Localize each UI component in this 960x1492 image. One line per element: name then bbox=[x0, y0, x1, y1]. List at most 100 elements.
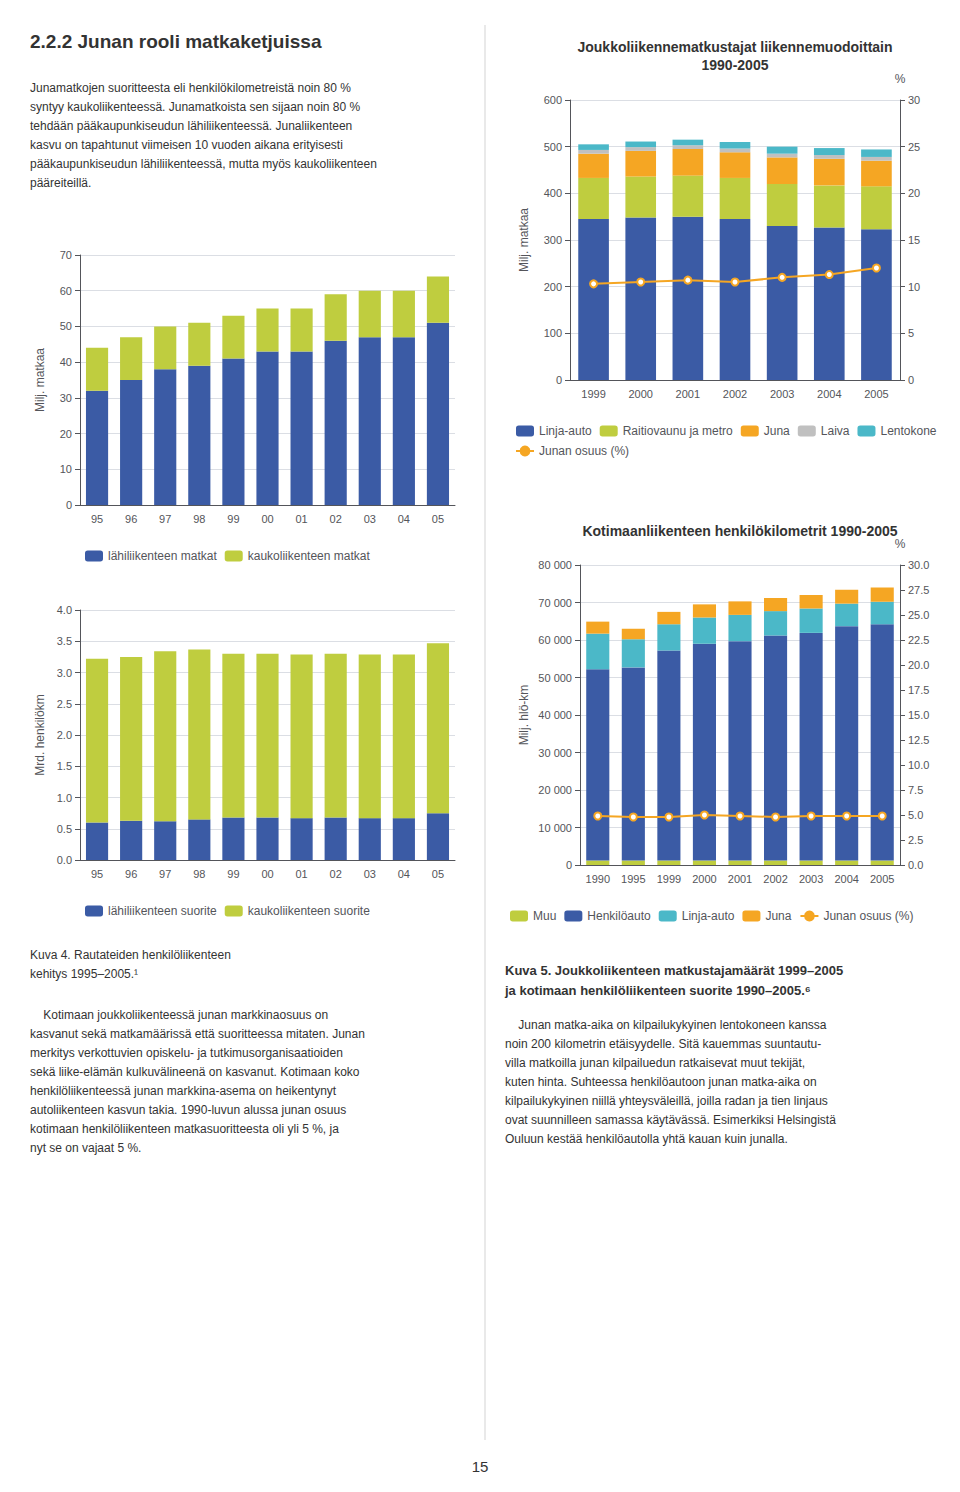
svg-text:30: 30 bbox=[908, 94, 920, 106]
svg-text:ovat suunnilleen samassa käytä: ovat suunnilleen samassa käytävässä. Esi… bbox=[505, 1113, 836, 1127]
svg-text:400: 400 bbox=[544, 187, 562, 199]
svg-text:Mrd. henkilökm: Mrd. henkilökm bbox=[33, 694, 47, 775]
svg-text:04: 04 bbox=[398, 868, 410, 880]
svg-text:50: 50 bbox=[60, 320, 72, 332]
svg-text:98: 98 bbox=[193, 513, 205, 525]
svg-text:2002: 2002 bbox=[723, 388, 747, 400]
svg-text:99: 99 bbox=[227, 868, 239, 880]
svg-text:05: 05 bbox=[432, 868, 444, 880]
svg-text:Junamatkojen suoritteesta eli: Junamatkojen suoritteesta eli henkilökil… bbox=[30, 81, 351, 95]
svg-text:1.0: 1.0 bbox=[57, 792, 72, 804]
svg-text:97: 97 bbox=[159, 868, 171, 880]
svg-text:17.5: 17.5 bbox=[908, 684, 929, 696]
svg-text:kaukoliikenteen suorite: kaukoliikenteen suorite bbox=[248, 904, 370, 918]
svg-text:Raitiovaunu ja metro: Raitiovaunu ja metro bbox=[623, 424, 733, 438]
svg-text:2003: 2003 bbox=[799, 873, 823, 885]
svg-text:Kotimaan joukkoliikenteessä ju: Kotimaan joukkoliikenteessä junan markki… bbox=[30, 1008, 328, 1022]
svg-text:0: 0 bbox=[566, 859, 572, 871]
svg-text:sekä liike-elämän kulkuvälinee: sekä liike-elämän kulkuvälineenä on kasv… bbox=[30, 1065, 360, 1079]
svg-text:60 000: 60 000 bbox=[538, 634, 572, 646]
svg-text:00: 00 bbox=[261, 868, 273, 880]
svg-text:22.5: 22.5 bbox=[908, 634, 929, 646]
svg-text:kehitys 1995–2005.¹: kehitys 1995–2005.¹ bbox=[30, 967, 138, 981]
svg-text:2004: 2004 bbox=[834, 873, 858, 885]
svg-text:kasvu on tapahtunut viimeisen: kasvu on tapahtunut viimeisen 10 vuoden … bbox=[30, 138, 343, 152]
svg-text:05: 05 bbox=[432, 513, 444, 525]
svg-text:Milj. hlö-km: Milj. hlö-km bbox=[517, 685, 531, 746]
svg-text:2.5: 2.5 bbox=[908, 834, 923, 846]
svg-text:96: 96 bbox=[125, 513, 137, 525]
svg-text:98: 98 bbox=[193, 868, 205, 880]
svg-text:200: 200 bbox=[544, 281, 562, 293]
svg-text:4.0: 4.0 bbox=[57, 604, 72, 616]
svg-text:kaukoliikenteen matkat: kaukoliikenteen matkat bbox=[248, 549, 371, 563]
svg-text:Lentokone: Lentokone bbox=[880, 424, 936, 438]
svg-text:0.0: 0.0 bbox=[908, 859, 923, 871]
svg-text:80 000: 80 000 bbox=[538, 559, 572, 571]
svg-text:Junan osuus (%): Junan osuus (%) bbox=[539, 444, 629, 458]
svg-text:04: 04 bbox=[398, 513, 410, 525]
svg-text:Kuva 5. Joukkoliikenteen matku: Kuva 5. Joukkoliikenteen matkustajamäärä… bbox=[505, 963, 843, 978]
svg-text:1990: 1990 bbox=[586, 873, 610, 885]
svg-text:Linja-auto: Linja-auto bbox=[539, 424, 592, 438]
svg-text:30: 30 bbox=[60, 392, 72, 404]
svg-text:40: 40 bbox=[60, 356, 72, 368]
svg-text:12.5: 12.5 bbox=[908, 734, 929, 746]
svg-text:2002: 2002 bbox=[763, 873, 787, 885]
svg-text:0.0: 0.0 bbox=[57, 854, 72, 866]
svg-text:0: 0 bbox=[908, 374, 914, 386]
svg-text:600: 600 bbox=[544, 94, 562, 106]
svg-text:20: 20 bbox=[908, 187, 920, 199]
svg-text:2001: 2001 bbox=[676, 388, 700, 400]
svg-text:%: % bbox=[895, 72, 906, 86]
svg-text:henkilöliikenteessä junan mark: henkilöliikenteessä junan markkina-asema… bbox=[30, 1084, 337, 1098]
svg-text:02: 02 bbox=[330, 513, 342, 525]
svg-text:3.5: 3.5 bbox=[57, 635, 72, 647]
svg-text:99: 99 bbox=[227, 513, 239, 525]
svg-text:40 000: 40 000 bbox=[538, 709, 572, 721]
svg-text:kasvanut sekä matkamäärissä et: kasvanut sekä matkamäärissä että suoritt… bbox=[30, 1027, 365, 1041]
svg-text:Juna: Juna bbox=[765, 909, 791, 923]
svg-text:Linja-auto: Linja-auto bbox=[682, 909, 735, 923]
svg-text:00: 00 bbox=[261, 513, 273, 525]
svg-text:ja kotimaan henkilöliikenteen: ja kotimaan henkilöliikenteen suorite 19… bbox=[504, 983, 811, 998]
svg-text:15: 15 bbox=[908, 234, 920, 246]
svg-text:5: 5 bbox=[908, 327, 914, 339]
svg-text:kotimaan henkilöliikenteen mat: kotimaan henkilöliikenteen matkasuoritte… bbox=[30, 1122, 339, 1136]
svg-text:0: 0 bbox=[556, 374, 562, 386]
svg-text:01: 01 bbox=[295, 513, 307, 525]
svg-text:95: 95 bbox=[91, 868, 103, 880]
svg-text:7.5: 7.5 bbox=[908, 784, 923, 796]
svg-text:Joukkoliikennematkustajat liik: Joukkoliikennematkustajat liikennemuodoi… bbox=[577, 39, 892, 55]
svg-text:kuten hinta. Suhteessa henkilö: kuten hinta. Suhteessa henkilöautoon jun… bbox=[505, 1075, 817, 1089]
svg-text:10.0: 10.0 bbox=[908, 759, 929, 771]
svg-text:pääkaupunkiseudun lähiliikente: pääkaupunkiseudun lähiliikenteessä, mutt… bbox=[30, 157, 377, 171]
svg-text:25.0: 25.0 bbox=[908, 609, 929, 621]
svg-text:2.2.2 Junan rooli matkaketjuis: 2.2.2 Junan rooli matkaketjuissa bbox=[30, 31, 322, 52]
svg-text:2000: 2000 bbox=[692, 873, 716, 885]
svg-text:Junan matka-aika on kilpailuky: Junan matka-aika on kilpailukykyinen len… bbox=[505, 1018, 827, 1032]
svg-text:noin 200 kilometrin etäisyydel: noin 200 kilometrin etäisyydelle. Sitä k… bbox=[505, 1037, 821, 1051]
svg-text:95: 95 bbox=[91, 513, 103, 525]
svg-text:3.0: 3.0 bbox=[57, 667, 72, 679]
svg-text:50 000: 50 000 bbox=[538, 672, 572, 684]
svg-text:96: 96 bbox=[125, 868, 137, 880]
svg-text:2000: 2000 bbox=[628, 388, 652, 400]
svg-text:03: 03 bbox=[364, 868, 376, 880]
svg-text:lähiliikenteen matkat: lähiliikenteen matkat bbox=[108, 549, 217, 563]
svg-text:500: 500 bbox=[544, 141, 562, 153]
svg-text:02: 02 bbox=[330, 868, 342, 880]
svg-text:03: 03 bbox=[364, 513, 376, 525]
svg-text:Ouluun kestää henkilöautolla y: Ouluun kestää henkilöautolla yhtä kauan … bbox=[505, 1132, 788, 1146]
svg-text:70: 70 bbox=[60, 249, 72, 261]
svg-text:Milj. matkaa: Milj. matkaa bbox=[33, 348, 47, 412]
svg-text:Juna: Juna bbox=[764, 424, 790, 438]
svg-text:pääreiteillä.: pääreiteillä. bbox=[30, 176, 91, 190]
svg-text:1999: 1999 bbox=[657, 873, 681, 885]
svg-text:syntyy kaukoliikenteessä. Juna: syntyy kaukoliikenteessä. Junamatkoista … bbox=[30, 100, 361, 114]
svg-text:10 000: 10 000 bbox=[538, 822, 572, 834]
svg-text:0: 0 bbox=[66, 499, 72, 511]
svg-text:Henkilöauto: Henkilöauto bbox=[587, 909, 651, 923]
svg-text:20: 20 bbox=[60, 428, 72, 440]
svg-text:30.0: 30.0 bbox=[908, 559, 929, 571]
